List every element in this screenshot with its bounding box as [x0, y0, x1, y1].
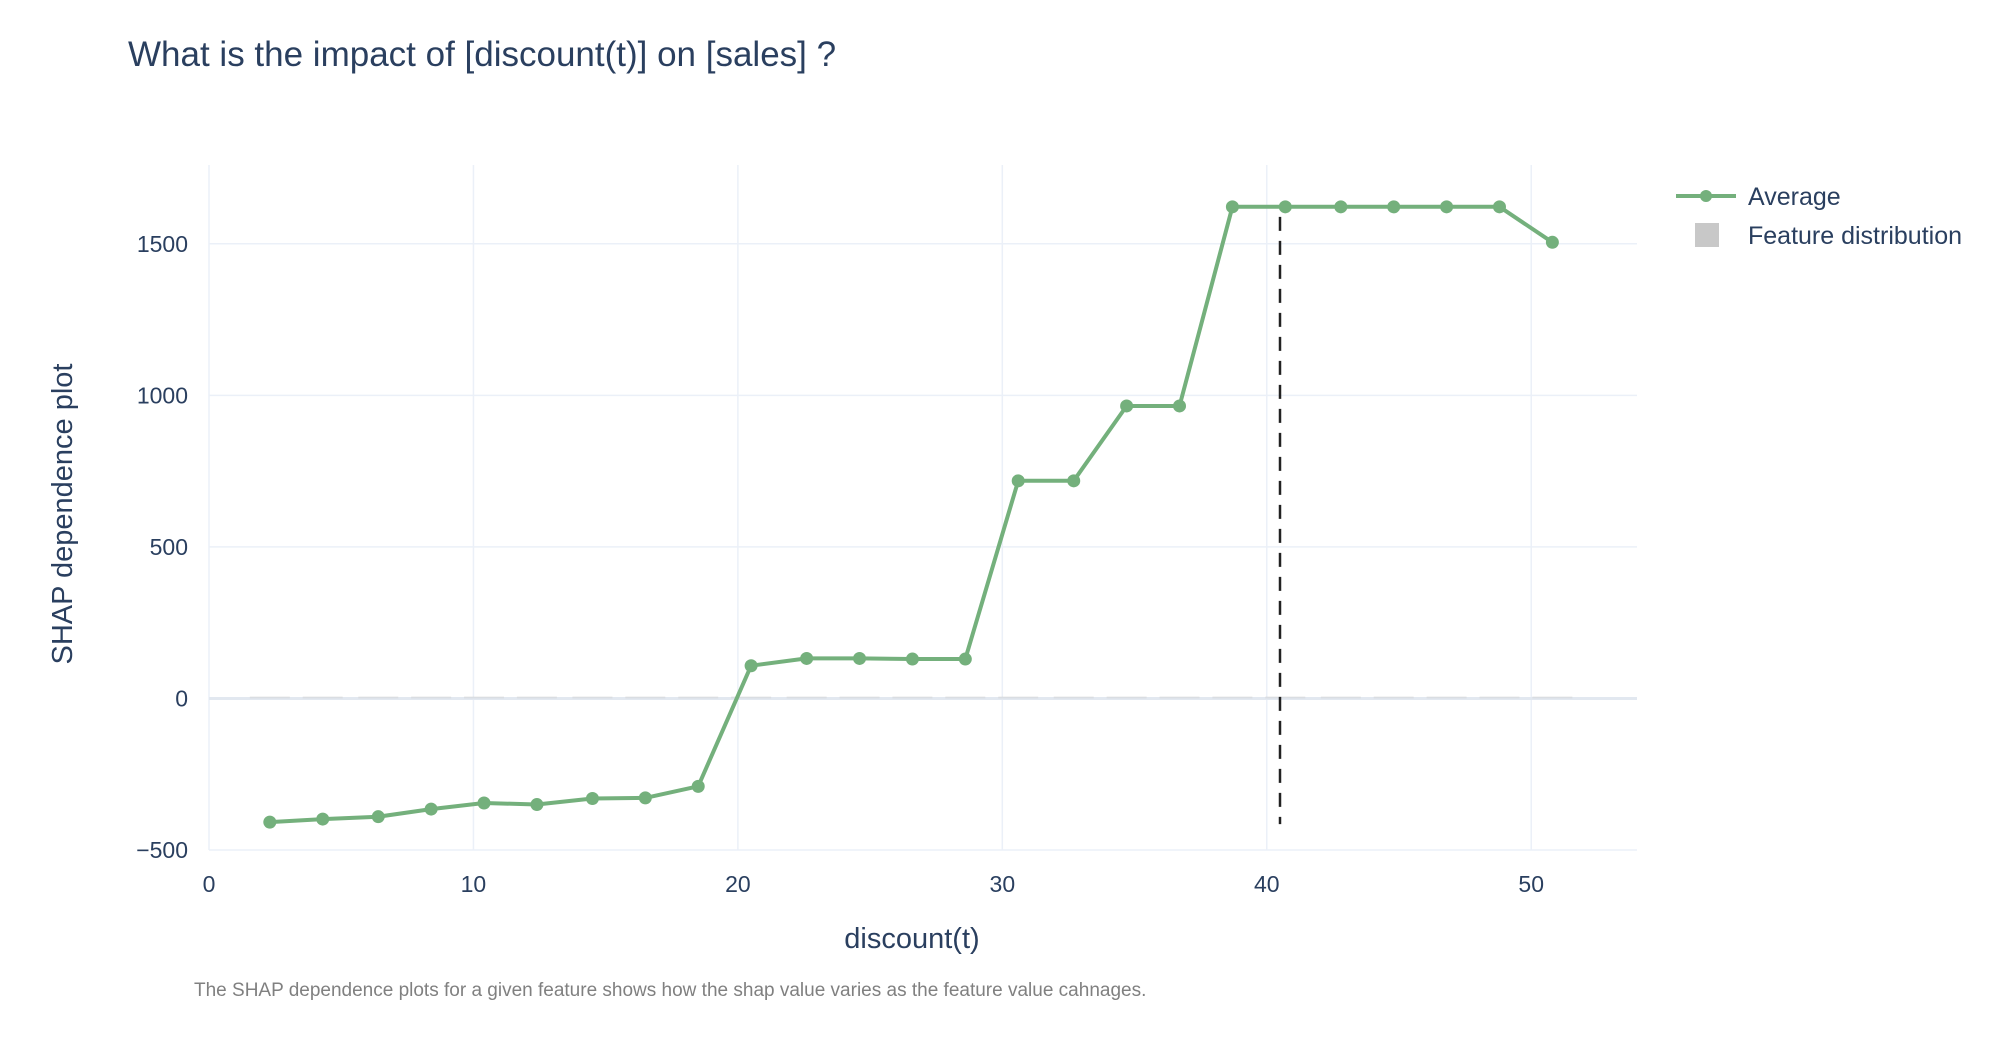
legend-label-feature-distribution: Feature distribution	[1748, 222, 1962, 250]
x-tick-label: 20	[725, 871, 751, 897]
average-point[interactable]	[1067, 474, 1081, 488]
x-tick-label: 10	[461, 871, 487, 897]
average-point[interactable]	[477, 796, 491, 810]
chart-title: What is the impact of [discount(t)] on […	[128, 35, 836, 74]
distribution-bar	[731, 696, 772, 699]
feature-distribution-bars	[249, 696, 1573, 699]
y-tick-label: 0	[175, 685, 188, 711]
distribution-bar	[892, 696, 933, 699]
x-tick-label: 50	[1518, 871, 1544, 897]
distribution-bar	[1320, 696, 1361, 699]
distribution-bar	[1159, 696, 1200, 699]
average-point[interactable]	[316, 812, 330, 826]
legend-item-feature-distribution[interactable]: Feature distribution	[1695, 222, 1962, 250]
x-axis-title: discount(t)	[844, 923, 979, 955]
y-axis-title: SHAP dependence plot	[47, 364, 79, 665]
average-point[interactable]	[1545, 235, 1559, 249]
average-point[interactable]	[585, 791, 599, 805]
legend-distribution-swatch	[1695, 223, 1719, 247]
distribution-bar	[1265, 696, 1306, 699]
average-point[interactable]	[1278, 200, 1292, 214]
average-point[interactable]	[853, 651, 867, 665]
average-point[interactable]	[744, 659, 758, 673]
y-tick-label: 1000	[137, 382, 188, 408]
distribution-bar	[1479, 696, 1520, 699]
distribution-bar	[464, 696, 505, 699]
distribution-bar	[1373, 696, 1414, 699]
y-tick-label: 500	[150, 534, 188, 560]
average-point[interactable]	[1334, 200, 1348, 214]
distribution-bar	[998, 696, 1039, 699]
distribution-bar	[249, 696, 290, 699]
average-point[interactable]	[1492, 200, 1506, 214]
average-point[interactable]	[530, 798, 544, 812]
distribution-bar	[302, 696, 343, 699]
x-tick-label: 40	[1254, 871, 1280, 897]
distribution-bar	[839, 696, 880, 699]
legend-item-average[interactable]: Average	[1676, 183, 1841, 211]
average-series[interactable]	[263, 200, 1559, 829]
x-tick-label: 0	[203, 871, 216, 897]
legend-average-marker	[1700, 190, 1712, 202]
legend-label-average: Average	[1748, 183, 1841, 211]
distribution-bar	[1426, 696, 1467, 699]
distribution-bar	[1212, 696, 1253, 699]
y-tick-label: 1500	[137, 231, 188, 257]
distribution-bar	[1053, 696, 1094, 699]
distribution-bar	[1106, 696, 1147, 699]
distribution-bar	[516, 696, 557, 699]
average-point[interactable]	[1173, 399, 1187, 413]
average-point[interactable]	[638, 791, 652, 805]
distribution-bar	[945, 696, 986, 699]
average-point[interactable]	[424, 802, 438, 816]
distribution-bar	[786, 696, 827, 699]
distribution-bar	[625, 696, 666, 699]
distribution-bar	[358, 696, 399, 699]
axis-ticks: 0 10 20 30 40 50 −500 0 500 1000 1500	[136, 231, 1544, 897]
average-point[interactable]	[905, 652, 919, 666]
average-point[interactable]	[1387, 200, 1401, 214]
average-point[interactable]	[1011, 474, 1025, 488]
distribution-bar	[1532, 696, 1573, 699]
distribution-bar	[572, 696, 613, 699]
average-point[interactable]	[691, 779, 705, 793]
average-point[interactable]	[1440, 200, 1454, 214]
legend[interactable]: Average Feature distribution	[1676, 183, 1962, 250]
average-point[interactable]	[1225, 200, 1239, 214]
average-point[interactable]	[371, 810, 385, 824]
grid-lines	[208, 165, 1637, 851]
distribution-bar	[411, 696, 452, 699]
y-tick-label: −500	[136, 837, 188, 863]
distribution-bar	[678, 696, 719, 699]
average-point[interactable]	[1120, 399, 1134, 413]
average-point[interactable]	[263, 815, 277, 829]
average-line	[269, 204, 1554, 825]
x-tick-label: 30	[990, 871, 1016, 897]
chart-caption: The SHAP dependence plots for a given fe…	[194, 980, 1146, 1001]
average-point[interactable]	[800, 651, 814, 665]
average-point[interactable]	[958, 652, 972, 666]
